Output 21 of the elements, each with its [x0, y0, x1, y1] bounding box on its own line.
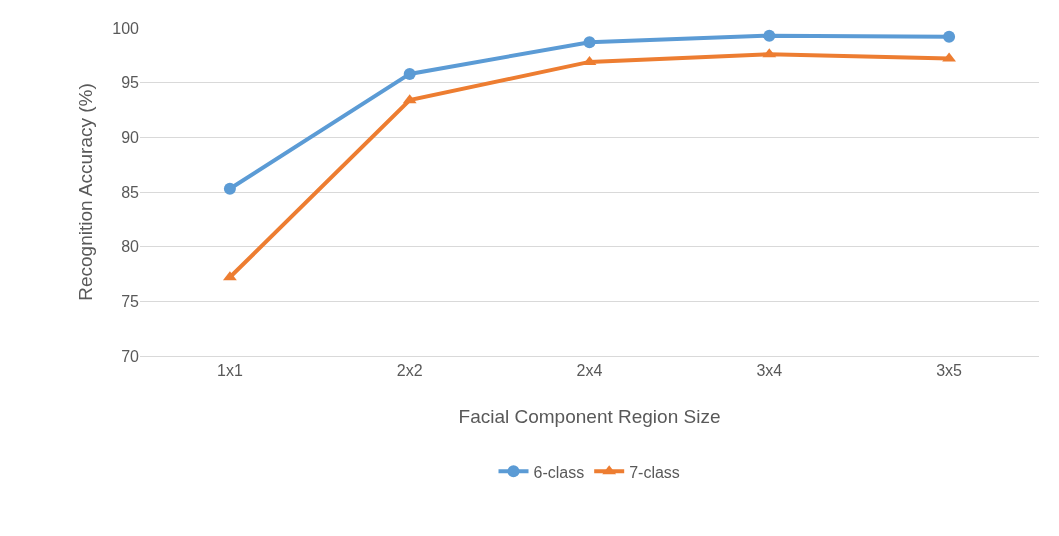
y-axis-title: Recognition Accuracy (%)	[75, 83, 96, 301]
x-axis-title: Facial Component Region Size	[458, 406, 721, 427]
point	[763, 29, 776, 42]
y-tick-label: 100	[112, 19, 140, 37]
point	[943, 30, 956, 43]
x-tick-label: 3x5	[936, 362, 963, 380]
legend-label: 6-class	[533, 463, 585, 481]
point	[403, 67, 416, 80]
point	[223, 182, 236, 195]
y-tick-label: 90	[121, 128, 140, 146]
y-tick-label: 75	[121, 292, 140, 310]
point	[583, 36, 596, 49]
y-tick-label: 95	[121, 74, 140, 92]
y-tick-label: 70	[121, 347, 140, 365]
x-tick-label: 2x4	[576, 362, 603, 380]
x-tick-label: 1x1	[217, 362, 243, 380]
y-tick-label: 80	[121, 238, 140, 256]
legend-label: 7-class	[629, 463, 680, 481]
x-tick-label: 3x4	[756, 362, 783, 380]
x-tick-label: 2x2	[396, 362, 423, 380]
y-tick-label: 85	[121, 183, 140, 201]
